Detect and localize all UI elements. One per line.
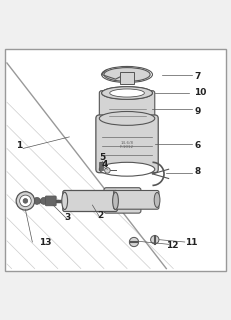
- Text: 13: 13: [39, 238, 52, 247]
- Text: 6: 6: [194, 141, 200, 150]
- Text: 12: 12: [166, 241, 179, 250]
- FancyBboxPatch shape: [46, 196, 56, 206]
- Text: 3: 3: [65, 213, 71, 222]
- Circle shape: [27, 197, 33, 204]
- FancyBboxPatch shape: [99, 91, 155, 125]
- FancyBboxPatch shape: [114, 190, 159, 209]
- Ellipse shape: [99, 162, 155, 176]
- Ellipse shape: [102, 117, 152, 129]
- Ellipse shape: [113, 192, 119, 210]
- Text: 11: 11: [185, 238, 197, 247]
- Text: 2: 2: [97, 211, 103, 220]
- Text: 5: 5: [99, 153, 106, 162]
- Ellipse shape: [99, 111, 155, 125]
- Ellipse shape: [110, 89, 144, 97]
- Text: 7: 7: [194, 72, 201, 81]
- FancyBboxPatch shape: [96, 115, 158, 173]
- Text: F-1012: F-1012: [120, 145, 134, 149]
- Bar: [120, 72, 134, 84]
- FancyBboxPatch shape: [63, 190, 117, 212]
- Ellipse shape: [104, 68, 150, 82]
- Circle shape: [105, 168, 110, 173]
- Text: 10: 10: [194, 88, 207, 97]
- Circle shape: [23, 199, 28, 203]
- Text: 14-6/8: 14-6/8: [121, 141, 134, 145]
- Ellipse shape: [154, 192, 160, 207]
- Circle shape: [129, 237, 139, 247]
- Ellipse shape: [62, 192, 68, 210]
- Circle shape: [20, 195, 31, 207]
- Text: 4: 4: [102, 160, 108, 169]
- Text: 8: 8: [194, 167, 200, 176]
- Ellipse shape: [102, 87, 152, 100]
- Text: 1: 1: [16, 141, 22, 150]
- Circle shape: [40, 197, 47, 204]
- Circle shape: [47, 197, 54, 204]
- Bar: [99, 162, 103, 170]
- Circle shape: [151, 236, 159, 244]
- Circle shape: [16, 192, 35, 210]
- Text: 9: 9: [194, 107, 201, 116]
- FancyBboxPatch shape: [104, 188, 141, 213]
- Circle shape: [33, 197, 40, 204]
- Ellipse shape: [102, 87, 152, 100]
